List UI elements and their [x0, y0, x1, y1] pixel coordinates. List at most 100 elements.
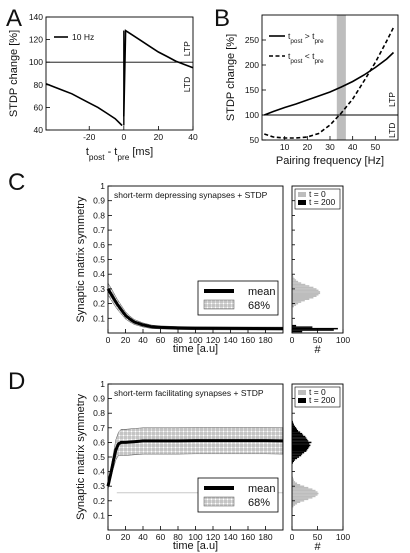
histogram-bar-t-0 — [292, 283, 306, 286]
y-tick-label: 0.1 — [93, 510, 105, 520]
histogram-bar-t-0 — [292, 279, 297, 281]
histogram-bar-t-0 — [292, 286, 314, 289]
y-tick-label: 250 — [245, 35, 259, 45]
histogram-bar-t-0 — [292, 280, 299, 283]
x-tick-label: 20 — [154, 132, 164, 142]
x-tick-label: 40 — [348, 142, 358, 152]
histogram-bar-t-200 — [292, 454, 302, 457]
x-tick-label: 0 — [290, 532, 295, 542]
histogram-bar-t-200 — [292, 431, 301, 433]
y-axis-label: Synaptic matrix symmetry — [75, 394, 87, 520]
histogram-bar-t-0 — [292, 479, 294, 482]
y-tick-label: 0.3 — [93, 284, 105, 294]
histogram-bar-t-0 — [292, 292, 321, 295]
x-tick-label: 40 — [188, 132, 198, 142]
histogram-bar-t-0 — [292, 297, 314, 299]
series-line-10-hz-0 — [45, 82, 123, 127]
histogram-bar-t-0 — [292, 504, 296, 506]
x-axis-label: Pairing frequency [Hz] — [276, 155, 384, 167]
depressing-histogram: 0 50 100 t = 0t = 200 # — [290, 185, 350, 356]
histogram-bar-t-0 — [292, 304, 297, 306]
histogram-bar-t-200 — [292, 422, 294, 425]
y-tick-label: 0.3 — [93, 481, 105, 491]
histogram-bar-t-200 — [292, 449, 308, 451]
panel-title: short-term depressing synapses + STDP — [114, 190, 268, 200]
histogram-bar-t-0 — [292, 488, 313, 490]
x-tick-label: 40 — [138, 335, 148, 345]
x-tick-label: 80 — [173, 335, 183, 345]
histogram-bar-t-200 — [292, 453, 303, 455]
histogram-bar-t-200 — [292, 450, 307, 452]
histogram-bar-t-200 — [292, 437, 307, 439]
panel-letter-b: B — [214, 5, 230, 32]
ltp-label: LTP — [182, 41, 192, 56]
y-tick-label: 0.9 — [93, 394, 105, 404]
y-tick-label: 0.7 — [93, 423, 105, 433]
plot-frame — [261, 14, 399, 141]
x-tick-label: 160 — [241, 532, 255, 542]
histogram-bar-t-0 — [292, 500, 305, 502]
histogram-bar-t-0 — [292, 289, 319, 292]
x-tick-label: 80 — [173, 532, 183, 542]
histogram-bar-t-200 — [292, 430, 299, 432]
x-tick-label: 60 — [156, 532, 166, 542]
histogram-bar-t-200 — [292, 459, 296, 461]
histogram-bar-t-200 — [292, 456, 300, 458]
histogram-bar-t-0 — [292, 505, 294, 508]
y-tick-label: 80 — [34, 80, 44, 90]
x-axis-label: time [a.u] — [173, 343, 218, 355]
x-tick-label: 180 — [258, 532, 272, 542]
x-tick-label: 20 — [121, 532, 131, 542]
series-line-10-hz-1 — [123, 29, 194, 117]
histogram-bar-t-0 — [292, 288, 317, 290]
x-tick-label: 120 — [206, 335, 220, 345]
x-axis-label: tpost - tpre [ms] — [86, 146, 153, 162]
panel-letter-c: C — [8, 169, 25, 196]
histogram-bar-t-200 — [292, 330, 303, 333]
histogram-bar-t-200 — [292, 457, 298, 460]
histogram-bar-t-0 — [292, 492, 319, 495]
histogram-bar-t-0 — [292, 277, 295, 280]
histogram-bar-t-0 — [292, 498, 309, 501]
legend-label: t = 0 — [309, 189, 326, 199]
histogram-bar-t-200 — [292, 421, 293, 423]
histogram-bar-t-200 — [292, 425, 296, 428]
legend-swatch — [298, 200, 306, 205]
legend-box — [197, 477, 279, 513]
y-axis-label: STDP change [%] — [8, 30, 20, 117]
x-tick-label: 100 — [188, 335, 202, 345]
y-tick-label: 200 — [245, 60, 259, 70]
x-tick-label: 50 — [313, 335, 323, 345]
histogram-bar-t-0 — [292, 485, 305, 487]
y-tick-label: 100 — [245, 110, 259, 120]
frequency-dependence-chart: 10 20 30 40 50 50 100 150 200 250 tpost > tpre tpos… — [225, 14, 399, 167]
x-tick-label: 60 — [156, 335, 166, 345]
histogram-bar-t-200 — [292, 424, 294, 426]
y-tick-label: 40 — [34, 125, 44, 135]
x-tick-label: 140 — [223, 335, 237, 345]
histogram-bar-t-0 — [292, 481, 296, 483]
y-tick-label: 0.2 — [93, 299, 105, 309]
legend-swatch-band — [203, 496, 235, 507]
y-tick-label: 0.5 — [93, 452, 105, 462]
y-tick-label: 150 — [245, 85, 259, 95]
x-tick-label: 0 — [106, 532, 111, 542]
histogram-bar-t-0 — [292, 489, 316, 492]
x-tick-label: 20 — [121, 335, 131, 345]
legend-swatch-band — [203, 299, 235, 310]
x-tick-label: 100 — [336, 335, 350, 345]
y-tick-label: 100 — [29, 57, 43, 67]
y-axis-label: Synaptic matrix symmetry — [75, 196, 87, 322]
legend-swatch — [298, 398, 306, 403]
x-tick-label: -20 — [83, 132, 96, 142]
legend-label-mean: mean — [248, 483, 276, 495]
histogram-bar-t-200 — [292, 446, 310, 448]
facilitating-histogram: 0 50 100 t = 0t = 200 # — [290, 383, 350, 553]
panel-title: short-term facilitating synapses + STDP — [114, 388, 264, 398]
y-tick-label: 0.9 — [93, 196, 105, 206]
y-tick-label: 0.6 — [93, 437, 105, 447]
legend-swatch — [298, 390, 306, 395]
histogram-bar-t-0 — [292, 302, 299, 305]
x-tick-label: 160 — [241, 335, 255, 345]
